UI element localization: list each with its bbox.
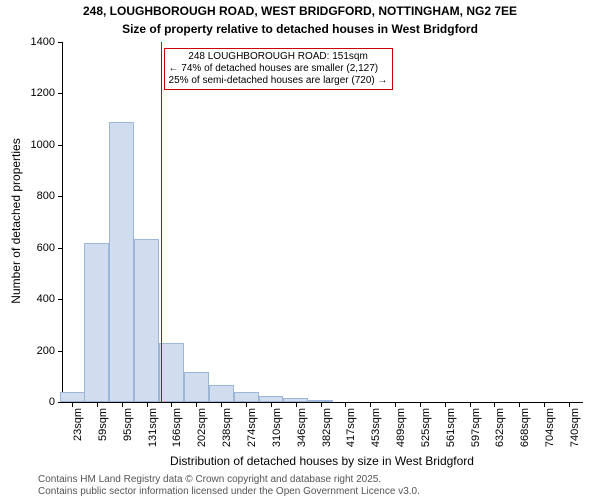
histogram-bar [283,398,308,402]
ytick-label: 800 [37,190,55,202]
xtick-mark [72,402,73,407]
ytick-label: 600 [37,242,55,254]
ytick-label: 200 [37,345,55,357]
ytick-label: 1200 [31,87,55,99]
xtick-mark [171,402,172,407]
xtick-mark [569,402,570,407]
xtick-label: 95sqm [122,408,134,441]
xtick-mark [221,402,222,407]
annotation-line: 25% of semi-detached houses are larger (… [169,75,388,87]
xtick-label: 274sqm [246,408,258,447]
annotation-line: ← 74% of detached houses are smaller (2,… [169,63,388,75]
ytick-label: 0 [49,396,55,408]
xtick-mark [97,402,98,407]
xtick-label: 23sqm [72,408,84,441]
xtick-label: 453sqm [370,408,382,447]
xtick-label: 382sqm [321,408,333,447]
ytick-mark [58,196,63,197]
xtick-label: 525sqm [420,408,432,447]
xtick-mark [271,402,272,407]
histogram-bar [109,122,134,402]
xtick-mark [246,402,247,407]
xtick-label: 202sqm [196,408,208,447]
chart-container: 248, LOUGHBOROUGH ROAD, WEST BRIDGFORD, … [0,0,600,500]
ytick-mark [58,299,63,300]
xtick-label: 310sqm [271,408,283,447]
histogram-bar [134,239,159,402]
xtick-label: 489sqm [395,408,407,447]
xtick-mark [544,402,545,407]
xtick-mark [196,402,197,407]
xtick-mark [345,402,346,407]
xtick-label: 632sqm [494,408,506,447]
xtick-mark [296,402,297,407]
xtick-mark [494,402,495,407]
xtick-mark [519,402,520,407]
ytick-mark [58,351,63,352]
xtick-label: 668sqm [519,408,531,447]
xtick-label: 417sqm [345,408,357,447]
xtick-label: 166sqm [171,408,183,447]
histogram-bar [84,243,109,402]
chart-title-sub: Size of property relative to detached ho… [0,22,600,36]
xtick-label: 740sqm [569,408,581,447]
ytick-mark [58,402,63,403]
ytick-label: 1000 [31,139,55,151]
chart-title-main: 248, LOUGHBOROUGH ROAD, WEST BRIDGFORD, … [0,4,600,18]
histogram-bar [308,400,333,402]
histogram-bar [259,396,284,402]
xtick-label: 561sqm [445,408,457,447]
footer-line-2: Contains public sector information licen… [38,486,600,498]
xtick-label: 59sqm [97,408,109,441]
xtick-mark [395,402,396,407]
histogram-bar [60,392,85,402]
ytick-mark [58,93,63,94]
xtick-label: 597sqm [470,408,482,447]
ytick-mark [58,42,63,43]
footer-line-1: Contains HM Land Registry data © Crown c… [38,474,600,486]
ytick-label: 1400 [31,36,55,48]
attribution-footer: Contains HM Land Registry data © Crown c… [0,474,600,498]
y-axis-label: Number of detached properties [9,41,23,401]
xtick-mark [420,402,421,407]
histogram-bar [159,343,184,402]
xtick-mark [147,402,148,407]
plot-area: 020040060080010001200140023sqm59sqm95sqm… [62,42,583,403]
subject-property-marker [161,42,162,402]
histogram-bar [184,372,209,402]
xtick-label: 238sqm [221,408,233,447]
xtick-label: 346sqm [296,408,308,447]
annotation-box: 248 LOUGHBOROUGH ROAD: 151sqm← 74% of de… [164,48,393,90]
x-axis-label: Distribution of detached houses by size … [62,454,582,468]
xtick-mark [370,402,371,407]
ytick-mark [58,248,63,249]
xtick-mark [321,402,322,407]
xtick-label: 704sqm [544,408,556,447]
xtick-label: 131sqm [147,408,159,447]
ytick-label: 400 [37,293,55,305]
xtick-mark [445,402,446,407]
ytick-mark [58,145,63,146]
annotation-line: 248 LOUGHBOROUGH ROAD: 151sqm [169,51,388,63]
histogram-bar [234,392,259,402]
xtick-mark [122,402,123,407]
histogram-bar [209,385,234,402]
xtick-mark [470,402,471,407]
